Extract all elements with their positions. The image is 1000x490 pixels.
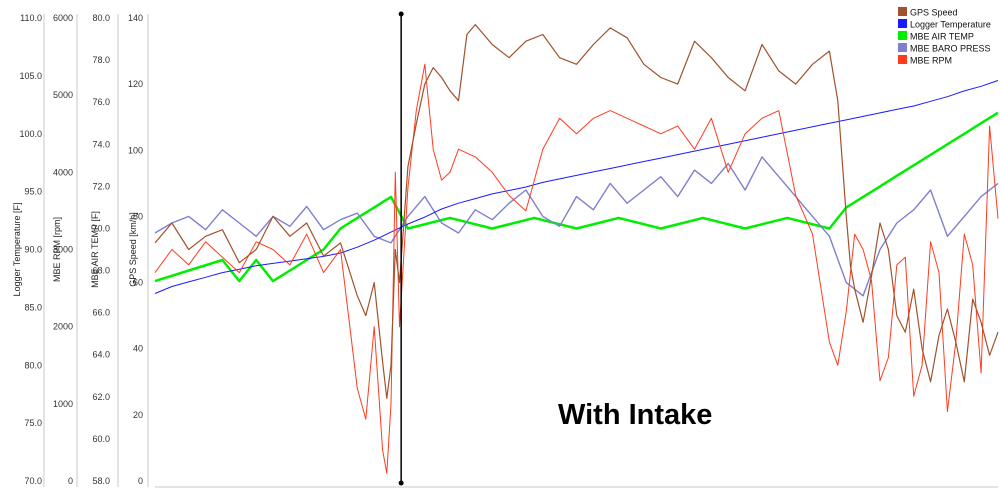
legend-entry: MBE AIR TEMP [910, 32, 974, 42]
tick-label: 58.0 [92, 476, 110, 486]
tick-label: 72.0 [92, 181, 110, 191]
tick-label: 40 [133, 344, 143, 354]
axis-title: Logger Temperature [F] [12, 203, 22, 297]
tick-label: 70.0 [92, 223, 110, 233]
axes-area: 110.0 105.0 100.0 95.0 90.0 85.0 80.0 75.0 70.0 L… [12, 7, 999, 488]
legend-swatch [898, 55, 907, 64]
tick-label: 95.0 [24, 187, 42, 197]
legend-swatch [898, 43, 907, 52]
legend-swatch [898, 7, 907, 16]
tick-label: 100 [128, 145, 143, 155]
tick-label: 80 [133, 211, 143, 221]
tick-label: 68.0 [92, 266, 110, 276]
tick-label: 100.0 [19, 129, 42, 139]
series-line [154, 111, 999, 283]
tick-label: 0 [68, 476, 73, 486]
legend-entry: Logger Temperature [910, 20, 991, 30]
y-axes: 110.0 105.0 100.0 95.0 90.0 85.0 80.0 75.0 70.0 L… [12, 13, 998, 488]
tick-label: 60.0 [92, 434, 110, 444]
tick-label: 0 [138, 476, 143, 486]
plot-series [154, 24, 999, 474]
legend-swatch [898, 31, 907, 40]
chart-annotation: With Intake [558, 399, 712, 431]
tick-label: 120 [128, 79, 143, 89]
tick-label: 62.0 [92, 392, 110, 402]
tick-label: 1000 [53, 399, 73, 409]
tick-label: 85.0 [24, 302, 42, 312]
cursor-top-handle[interactable] [398, 11, 404, 17]
tick-label: 74.0 [92, 139, 110, 149]
tick-label: 70.0 [24, 476, 42, 486]
tick-label: 140 [128, 13, 143, 23]
tick-label: 80.0 [24, 360, 42, 370]
tick-label: 64.0 [92, 350, 110, 360]
legend-entry: MBE BARO PRESS [910, 44, 991, 54]
legend: GPS Speed Logger Temperature MBE AIR TEMP M… [898, 7, 991, 66]
legend-swatch [898, 19, 907, 28]
tick-label: 76.0 [92, 97, 110, 107]
tick-label: 6000 [53, 13, 73, 23]
tick-label: 5000 [53, 90, 73, 100]
legend-entry: GPS Speed [910, 8, 958, 18]
tick-label: 110.0 [20, 13, 42, 23]
axis-title: MBE AIR TEMP [F] [90, 211, 100, 288]
series-line [154, 63, 999, 474]
tick-label: 3000 [53, 245, 73, 255]
cursor-bottom-handle[interactable] [398, 480, 404, 486]
tick-label: 78.0 [92, 55, 110, 65]
tick-label: 105.0 [19, 71, 42, 81]
cursor-line[interactable] [398, 11, 404, 486]
series-line [154, 156, 999, 297]
series-line [154, 80, 999, 294]
axis-title: MBE RPM [rpm] [52, 217, 62, 282]
series-line [154, 24, 999, 399]
axis-title: GPS Speed [km/h] [128, 212, 138, 287]
legend-entry: MBE RPM [910, 56, 952, 66]
tick-label: 66.0 [92, 308, 110, 318]
tick-label: 90.0 [24, 245, 42, 255]
tick-label: 2000 [53, 322, 73, 332]
tick-label: 20 [133, 410, 143, 420]
tick-label: 4000 [53, 167, 73, 177]
tick-label: 75.0 [24, 418, 42, 428]
tick-label: 80.0 [92, 13, 110, 23]
tick-label: 60 [133, 278, 143, 288]
